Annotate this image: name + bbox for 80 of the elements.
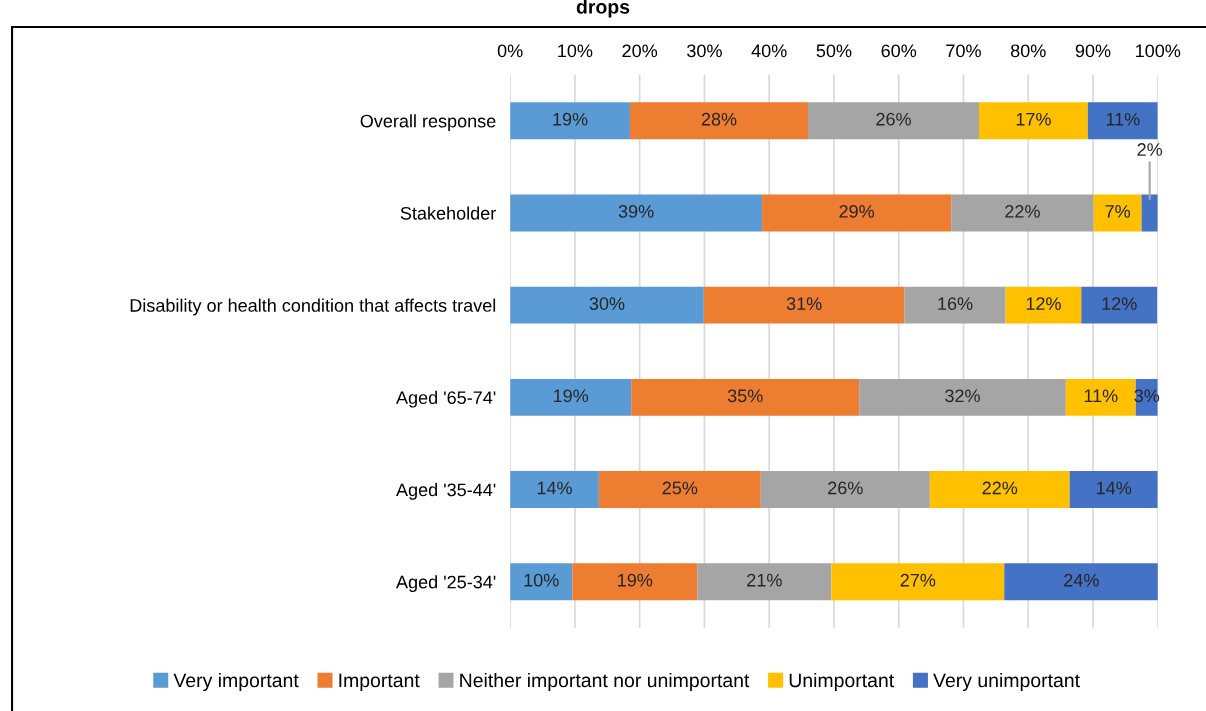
x-tick-label: 80% <box>1010 44 1046 58</box>
data-label: 21% <box>747 573 782 587</box>
data-label: 14% <box>1097 481 1132 495</box>
data-label: 30% <box>589 297 625 310</box>
legend-label: Important <box>339 673 420 692</box>
bar <box>703 286 905 324</box>
bar <box>510 471 599 508</box>
data-label: 2% <box>1137 143 1163 156</box>
x-tick-label: 70% <box>946 44 981 58</box>
data-label: 39% <box>618 205 654 218</box>
x-tick-label: 40% <box>751 44 787 58</box>
legend-label: Very unimportant <box>933 672 1080 692</box>
data-label: 11% <box>1106 112 1140 126</box>
bar <box>572 563 698 601</box>
data-label: 25% <box>662 481 698 495</box>
y-tick-label: Stakeholder <box>400 206 496 220</box>
data-label: 22% <box>982 481 1018 495</box>
data-label: 16% <box>938 297 973 310</box>
data-label: 26% <box>876 112 911 126</box>
data-label: 10% <box>524 573 559 587</box>
data-label: 31% <box>786 297 822 310</box>
y-tick-label: Disability or health condition that affects travel <box>130 298 496 316</box>
y-tick-label: Overall response <box>360 114 496 132</box>
data-label: 14% <box>537 481 572 495</box>
data-label: 22% <box>1005 205 1040 218</box>
x-tick-label: 50% <box>816 44 852 58</box>
bar <box>859 378 1066 416</box>
data-label: 35% <box>727 389 763 403</box>
chart-title: drops <box>576 0 630 18</box>
x-tick-label: 90% <box>1075 44 1111 58</box>
bar <box>1093 194 1142 232</box>
data-label: 24% <box>1064 573 1099 587</box>
bar <box>629 102 809 140</box>
legend-label: Neither important nor unimportant <box>460 672 750 692</box>
y-tick-label: Aged '35-44' <box>396 482 496 500</box>
bar <box>631 378 860 416</box>
legend-label: Very important <box>173 672 299 692</box>
y-tick-label: Aged '65-74' <box>396 390 496 408</box>
x-tick-label: 0% <box>497 44 523 58</box>
x-tick-label: 20% <box>622 44 658 58</box>
bar <box>510 563 573 601</box>
data-label: 12% <box>1102 297 1137 310</box>
y-tick-label: Aged '25-34' <box>396 575 496 593</box>
data-label: 32% <box>945 389 980 403</box>
bar <box>951 194 1094 232</box>
data-label: 19% <box>618 573 653 587</box>
bar <box>697 563 832 601</box>
bar <box>510 378 632 416</box>
bar <box>510 286 704 324</box>
bar <box>979 102 1088 140</box>
x-tick-label: 10% <box>558 44 593 58</box>
x-tick-label: 100% <box>1136 44 1181 58</box>
bar <box>760 471 930 508</box>
data-label: 12% <box>1026 297 1061 310</box>
data-label: 19% <box>554 389 589 403</box>
data-label: 28% <box>701 112 737 126</box>
bar <box>762 194 952 232</box>
bar <box>510 102 630 140</box>
data-label: 29% <box>839 205 875 218</box>
data-label: 27% <box>900 573 936 587</box>
x-tick-label: 60% <box>881 44 917 58</box>
bar <box>1087 102 1158 140</box>
data-label: 19% <box>553 112 588 126</box>
bar <box>904 286 1006 324</box>
data-label: 11% <box>1084 389 1118 403</box>
data-label: 17% <box>1016 112 1051 126</box>
data-label: 26% <box>828 481 863 495</box>
bar <box>1004 563 1158 601</box>
x-tick-label: 30% <box>687 44 722 58</box>
bar <box>929 471 1070 508</box>
bar <box>598 471 761 508</box>
bar <box>1069 471 1158 508</box>
bar <box>808 102 980 140</box>
data-label: 7% <box>1105 205 1131 218</box>
bar <box>1005 286 1082 324</box>
bar <box>831 563 1005 601</box>
legend-label: Unimportant <box>789 672 895 692</box>
bar <box>1065 378 1136 416</box>
bar <box>510 194 763 232</box>
bar <box>1081 286 1158 324</box>
